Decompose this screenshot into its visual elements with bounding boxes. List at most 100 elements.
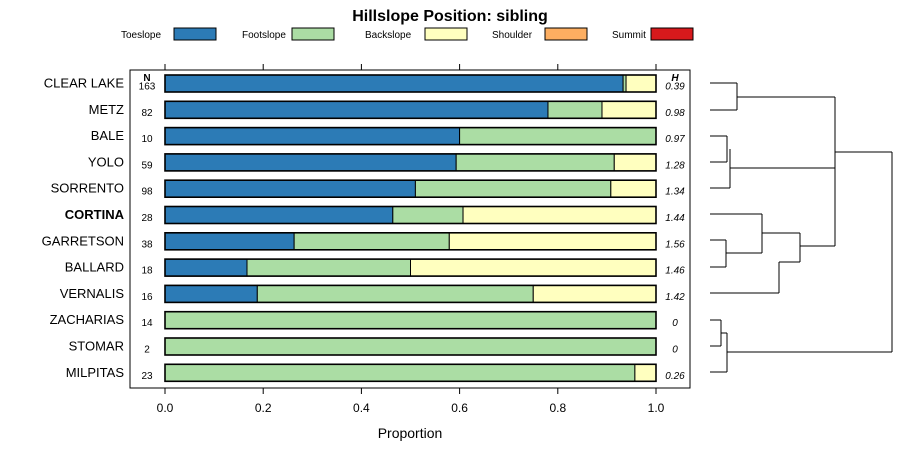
row-h: 1.34 (665, 187, 685, 198)
bar-outline (164, 126, 657, 146)
row-h: 1.56 (665, 239, 685, 250)
h-header: H (671, 73, 679, 84)
bar-segment (256, 284, 534, 303)
x-axis-label: Proportion (378, 425, 443, 441)
n-header: N (143, 73, 150, 84)
bar-segment (164, 363, 636, 382)
row-label: CLEAR LAKE (44, 76, 125, 91)
x-tick-label: 0.4 (353, 401, 370, 415)
dendrogram (710, 82, 893, 373)
legend-label: Footslope (242, 30, 286, 41)
bar-outline (164, 232, 657, 251)
bar-segment (164, 153, 457, 172)
row-n: 10 (141, 134, 153, 145)
bar-outline (164, 337, 657, 356)
bar-segment (414, 179, 612, 198)
row-h: 0.98 (665, 108, 685, 119)
x-tick-label: 0.2 (255, 401, 272, 415)
legend-label: Summit (612, 30, 646, 41)
legend-swatch (424, 27, 468, 41)
row-label: YOLO (88, 154, 124, 169)
legend: Toeslope Footslope Backslope Shoulder Summit (121, 27, 694, 41)
row-label: STOMAR (69, 339, 124, 354)
bar-segment (455, 153, 615, 172)
row-n: 38 (141, 239, 153, 250)
row-label: VERNALIS (60, 286, 125, 301)
bar-outline (164, 363, 657, 383)
row-n: 59 (141, 160, 153, 171)
bar-outline (164, 179, 657, 198)
plot-frame (129, 69, 691, 389)
row-h: 0 (672, 345, 678, 356)
row-n: 2 (144, 345, 150, 356)
bar-segment (164, 337, 657, 356)
legend-swatch (544, 27, 588, 41)
row-h: 0.97 (665, 134, 685, 145)
row-n: 14 (141, 318, 153, 329)
bar-segment (532, 284, 657, 303)
row-label: MILPITAS (66, 365, 125, 380)
row-n: 16 (141, 292, 153, 303)
bar-outline (164, 310, 657, 330)
chart-title: Hillslope Position: sibling (352, 8, 548, 25)
x-tick-label: 0.8 (549, 401, 566, 415)
bar-segment (410, 258, 657, 277)
row-n: 163 (139, 82, 156, 93)
bar-outline (164, 100, 657, 120)
bar-outline (164, 284, 657, 304)
bar-segment (164, 284, 258, 303)
row-h: 0 (672, 318, 678, 329)
row-n: 28 (141, 213, 153, 224)
row-h: 1.28 (665, 160, 685, 171)
bar-segment (164, 127, 461, 146)
chart-rows: CLEAR LAKE 163 0.39 METZ 82 0.98 BALE 10 0.97 YOL… (42, 74, 685, 383)
bar-segment (293, 232, 450, 251)
bar-segment (625, 74, 657, 93)
x-tick-label: 0.6 (451, 401, 468, 415)
bar-segment (164, 232, 295, 251)
bar-outline (164, 258, 657, 277)
bar-segment (634, 363, 657, 382)
bar-outline (164, 153, 657, 172)
bar-segment (246, 258, 411, 277)
x-tick-label: 1.0 (648, 401, 665, 415)
row-n: 23 (141, 371, 153, 382)
row-h: 1.44 (665, 213, 685, 224)
row-label: CORTINA (65, 207, 125, 222)
row-h: 0.39 (665, 82, 685, 93)
bar-segment (164, 258, 248, 277)
bar-segment (601, 100, 657, 119)
bar-segment (164, 206, 394, 224)
row-label: GARRETSON (42, 233, 124, 248)
bar-segment (164, 100, 549, 119)
row-h: 1.42 (665, 292, 685, 303)
row-n: 98 (141, 187, 153, 198)
legend-swatch (173, 27, 217, 41)
bar-segment (462, 206, 657, 224)
bar-segment (164, 311, 657, 330)
row-label: SORRENTO (51, 181, 124, 196)
bar-segment (459, 127, 657, 146)
bar-segment (164, 74, 624, 93)
bar-outline (164, 74, 657, 93)
bar-outline (164, 205, 657, 225)
row-h: 1.46 (665, 266, 685, 277)
row-n: 18 (141, 266, 153, 277)
legend-label: Shoulder (492, 30, 533, 41)
x-axis: 0.0 0.2 0.4 0.6 0.8 1.0 (157, 64, 665, 415)
legend-swatch (291, 27, 335, 41)
bar-segment (610, 179, 657, 198)
bar-segment (613, 153, 657, 172)
row-label: BALLARD (65, 260, 124, 275)
row-label: ZACHARIAS (50, 312, 125, 327)
row-n: 82 (141, 108, 153, 119)
bar-segment (547, 100, 603, 119)
row-h: 0.26 (665, 371, 685, 382)
legend-label: Backslope (365, 30, 412, 41)
row-label: BALE (91, 128, 125, 143)
legend-label: Toeslope (121, 30, 161, 41)
row-label: METZ (89, 102, 124, 117)
x-tick-label: 0.0 (157, 401, 174, 415)
bar-segment (448, 232, 657, 251)
